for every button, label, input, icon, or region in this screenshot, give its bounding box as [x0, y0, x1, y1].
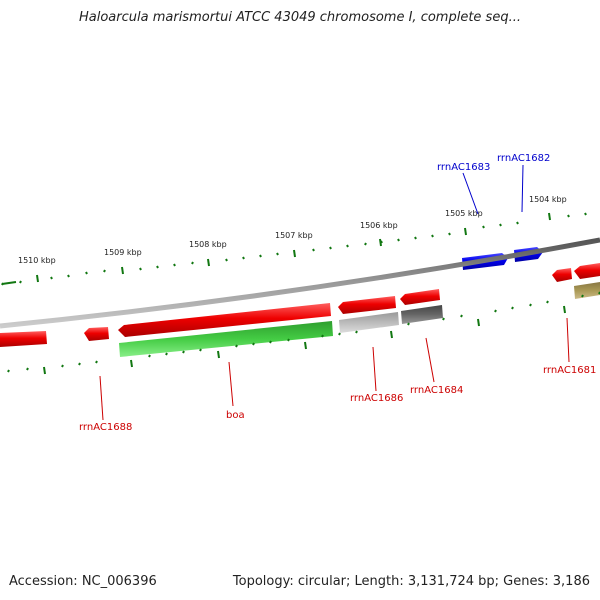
chromosome-backbone — [0, 237, 600, 329]
label-rrnAC1681: rrnAC1681 — [543, 365, 596, 376]
label-rrnAC1682: rrnAC1682 — [497, 153, 550, 164]
leader-rrnAC1682 — [521, 164, 524, 213]
major-tick-1506 — [379, 238, 382, 247]
tick-label-1510: 1510 kbp — [18, 256, 56, 265]
tick-label-1504: 1504 kbp — [529, 195, 567, 204]
gene-rrnAC1681-a — [552, 268, 572, 282]
label-rrnAC1686: rrnAC1686 — [350, 393, 403, 404]
gene-rrnAC1684-cds — [401, 305, 443, 324]
major-tick-marks — [36, 212, 551, 283]
tick-label-1507: 1507 kbp — [275, 231, 313, 240]
gene-boa-cds — [119, 321, 333, 357]
gene-rrnAC1686-top — [338, 296, 396, 314]
leader-rrnAC1684 — [425, 337, 435, 383]
reverse-strand-features — [0, 263, 600, 357]
major-tick-1509 — [121, 266, 124, 275]
label-rrnAC1683: rrnAC1683 — [437, 162, 490, 173]
leader-rrnAC1688 — [99, 375, 104, 421]
gene-segment-left — [0, 331, 47, 347]
lower-tick-track — [7, 291, 600, 373]
leader-boa — [228, 361, 234, 407]
major-tick-1505 — [464, 227, 467, 236]
gene-rrnAC1681-cds — [574, 282, 600, 299]
lower-major-ticks — [43, 305, 566, 375]
gene-rrnAC1681-b — [574, 263, 600, 279]
accession-text: Accession: NC_006396 — [9, 574, 157, 589]
label-rrnAC1688: rrnAC1688 — [79, 422, 132, 433]
gene-rrnAC1688 — [84, 327, 109, 341]
tick-label-1506: 1506 kbp — [360, 221, 398, 230]
gene-rrnAC1686-cds — [339, 312, 399, 333]
leader-rrnAC1686 — [372, 346, 377, 392]
upper-tick-track — [1, 212, 587, 286]
gene-labels: rrnAC1683 rrnAC1682 rrnAC1688 boa rrnAC1… — [79, 153, 596, 433]
label-rrnAC1684: rrnAC1684 — [410, 385, 463, 396]
tick-label-1508: 1508 kbp — [189, 240, 227, 249]
label-leader-lines — [99, 164, 570, 421]
leader-rrnAC1681 — [566, 317, 570, 363]
gene-boa-top — [118, 303, 331, 337]
major-tick-1507 — [293, 249, 296, 258]
major-tick-1508 — [207, 258, 210, 267]
tick-labels: 1510 kbp 1509 kbp 1508 kbp 1507 kbp 1506… — [18, 195, 567, 265]
leader-rrnAC1683 — [462, 172, 479, 215]
tick-label-1505: 1505 kbp — [445, 209, 483, 218]
label-boa: boa — [226, 410, 245, 421]
gene-rrnAC1684-top — [400, 289, 440, 305]
major-tick-1504 — [548, 212, 551, 221]
tick-label-1509: 1509 kbp — [104, 248, 142, 257]
major-tick-1510 — [36, 274, 39, 283]
map-title: Haloarcula marismortui ATCC 43049 chromo… — [79, 10, 521, 25]
genome-summary-text: Topology: circular; Length: 3,131,724 bp… — [232, 574, 590, 589]
